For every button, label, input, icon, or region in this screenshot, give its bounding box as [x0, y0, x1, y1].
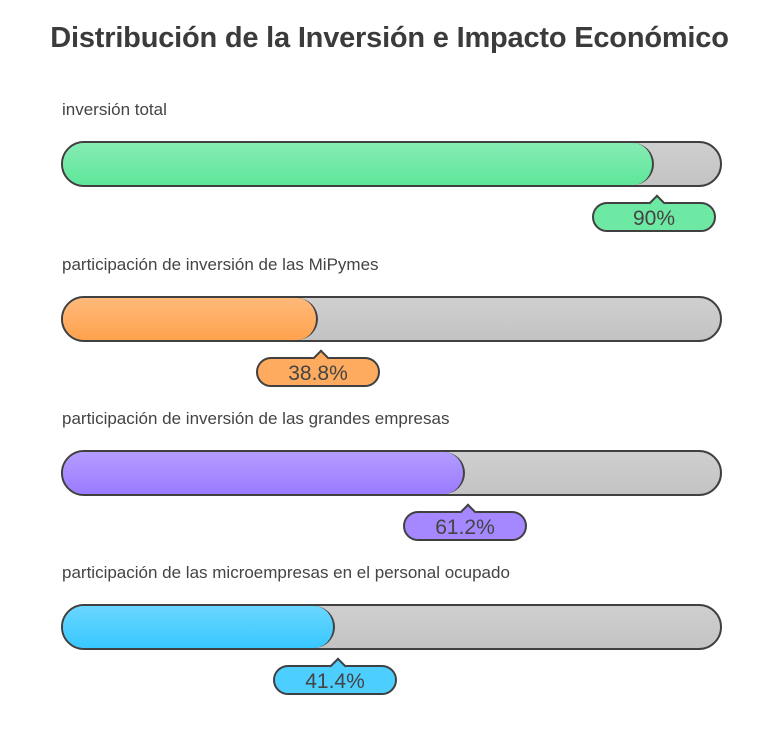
bar-fill [63, 298, 318, 340]
bar-row: inversión total 90% [0, 100, 779, 250]
bar-fill [63, 606, 335, 648]
bar-fill [63, 143, 654, 185]
value-label: 41.4% [273, 665, 397, 695]
value-label: 61.2% [403, 511, 527, 541]
bar-track [61, 450, 722, 496]
category-label: participación de las microempresas en el… [62, 563, 510, 582]
bar-row: participación de inversión de las grande… [0, 409, 779, 559]
category-label: participación de inversión de las grande… [62, 409, 450, 428]
category-label: inversión total [62, 100, 167, 119]
category-label: participación de inversión de las MiPyme… [62, 255, 379, 274]
bar-track [61, 141, 722, 187]
bar-fill [63, 452, 465, 494]
value-label: 38.8% [256, 357, 380, 387]
bar-track [61, 296, 722, 342]
chart-title: Distribución de la Inversión e Impacto E… [50, 22, 729, 54]
value-label: 90% [592, 202, 716, 232]
bar-track [61, 604, 722, 650]
bar-row: participación de inversión de las MiPyme… [0, 255, 779, 405]
bar-row: participación de las microempresas en el… [0, 563, 779, 713]
